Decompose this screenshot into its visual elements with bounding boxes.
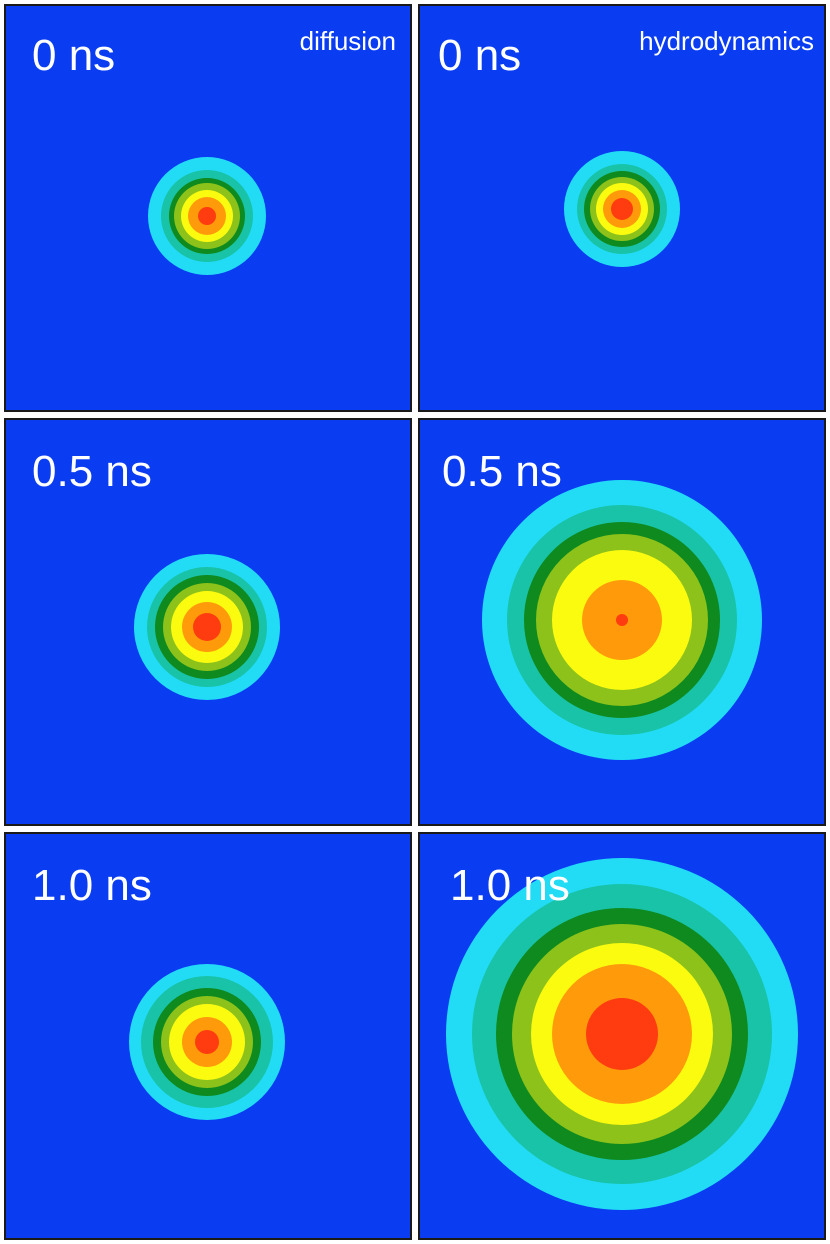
contour-plot (134, 554, 280, 700)
contour-plot (564, 151, 680, 267)
contour-ring-red (195, 1030, 219, 1054)
time-label: 0.5 ns (32, 447, 152, 496)
contour-plot (482, 480, 762, 760)
panel-hydrodynamics-1.0ns: 1.0 ns (418, 832, 826, 1240)
contour-plot (446, 858, 798, 1210)
panel-hydrodynamics-0ns: 0 ns hydrodynamics (418, 4, 826, 412)
contour-ring-red (611, 198, 633, 220)
contour-ring-red (586, 998, 658, 1070)
time-label: 0.5 ns (442, 447, 562, 496)
panel-hydrodynamics-0.5ns: 0.5 ns (418, 418, 826, 826)
contour-ring-red (193, 613, 221, 641)
contour-ring-red (616, 614, 628, 626)
diffusion-column-label: diffusion (299, 26, 396, 56)
time-label: 1.0 ns (32, 861, 152, 910)
hydrodynamics-column-label: hydrodynamics (639, 26, 814, 56)
contour-ring-red (198, 207, 216, 225)
contour-plot (148, 157, 266, 275)
time-label: 0 ns (32, 31, 116, 80)
time-label: 1.0 ns (450, 861, 570, 910)
time-label: 0 ns (438, 31, 522, 80)
panel-diffusion-0ns: 0 ns diffusion (4, 4, 412, 412)
panel-diffusion-1.0ns: 1.0 ns (4, 832, 412, 1240)
contour-plot (129, 964, 285, 1120)
panel-diffusion-0.5ns: 0.5 ns (4, 418, 412, 826)
